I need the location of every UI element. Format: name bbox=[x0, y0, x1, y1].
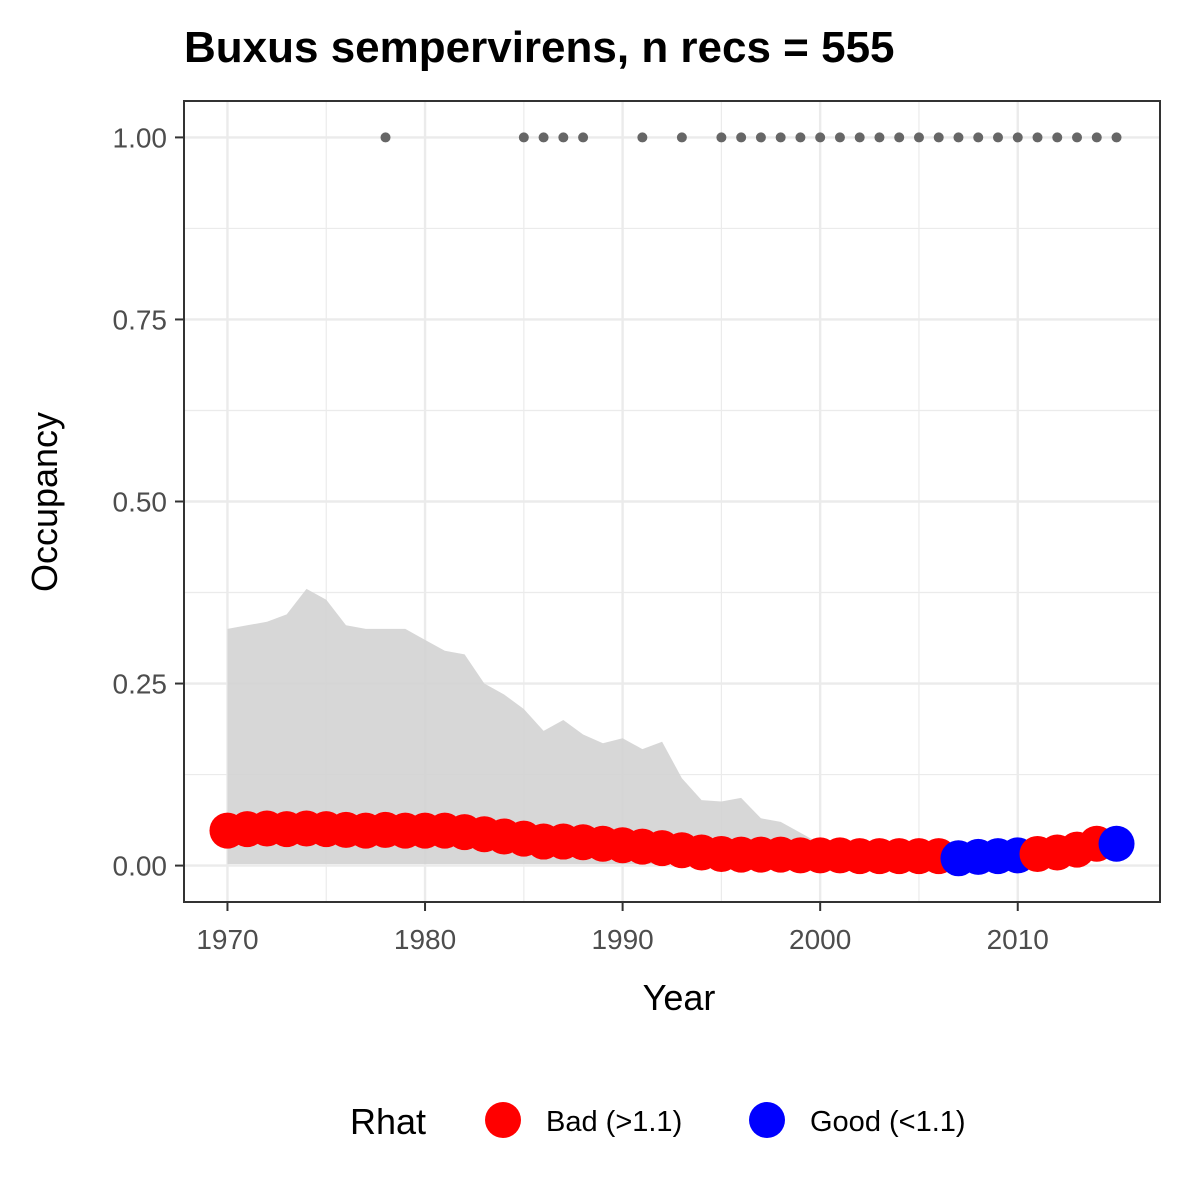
record-point bbox=[676, 132, 687, 143]
record-point bbox=[795, 132, 806, 143]
x-tick-label: 2010 bbox=[987, 924, 1049, 955]
record-point bbox=[558, 132, 569, 143]
record-points bbox=[380, 132, 1122, 143]
record-point bbox=[973, 132, 984, 143]
x-tick-label: 1980 bbox=[394, 924, 456, 955]
y-tick-label: 0.25 bbox=[113, 669, 168, 700]
record-point bbox=[578, 132, 589, 143]
record-point bbox=[736, 132, 747, 143]
record-point bbox=[1111, 132, 1122, 143]
record-point bbox=[538, 132, 549, 143]
legend-label-good: Good (<1.1) bbox=[810, 1106, 966, 1138]
legend: Rhat Bad (>1.1) Good (<1.1) bbox=[350, 1101, 966, 1142]
record-point bbox=[1032, 132, 1043, 143]
y-tick-label: 0.00 bbox=[113, 851, 168, 882]
record-point bbox=[953, 132, 964, 143]
x-tick-label: 2000 bbox=[789, 924, 851, 955]
legend-key-good bbox=[749, 1102, 785, 1138]
record-point bbox=[1091, 132, 1102, 143]
record-point bbox=[1012, 132, 1023, 143]
y-tick-label: 0.50 bbox=[113, 487, 168, 518]
x-tick-label: 1990 bbox=[591, 924, 653, 955]
record-point bbox=[913, 132, 924, 143]
x-axis-title: Year bbox=[643, 977, 716, 1018]
occupancy-point bbox=[1098, 825, 1135, 862]
record-point bbox=[894, 132, 905, 143]
confidence-ribbon bbox=[227, 588, 821, 865]
record-point bbox=[775, 132, 786, 143]
record-point bbox=[933, 132, 944, 143]
record-point bbox=[1052, 132, 1063, 143]
y-axis: 0.00 0.25 0.50 0.75 1.00 bbox=[113, 122, 184, 882]
record-point bbox=[1072, 132, 1083, 143]
record-point bbox=[815, 132, 826, 143]
legend-label-bad: Bad (>1.1) bbox=[546, 1106, 682, 1138]
record-point bbox=[992, 132, 1003, 143]
x-tick-label: 1970 bbox=[196, 924, 258, 955]
record-point bbox=[755, 132, 766, 143]
y-tick-label: 0.75 bbox=[113, 304, 168, 335]
record-point bbox=[518, 132, 529, 143]
y-tick-label: 1.00 bbox=[113, 122, 168, 153]
occupancy-points bbox=[209, 810, 1135, 877]
y-axis-title: Occupancy bbox=[24, 412, 65, 592]
record-point bbox=[637, 132, 648, 143]
ribbon-area bbox=[227, 588, 821, 865]
record-point bbox=[716, 132, 727, 143]
record-point bbox=[834, 132, 845, 143]
record-point bbox=[380, 132, 391, 143]
x-axis: 1970 1980 1990 2000 2010 bbox=[196, 902, 1049, 955]
record-point bbox=[874, 132, 885, 143]
legend-key-bad bbox=[485, 1102, 521, 1138]
record-point bbox=[854, 132, 865, 143]
chart-title: Buxus sempervirens, n recs = 555 bbox=[184, 23, 895, 72]
legend-title: Rhat bbox=[350, 1101, 426, 1142]
